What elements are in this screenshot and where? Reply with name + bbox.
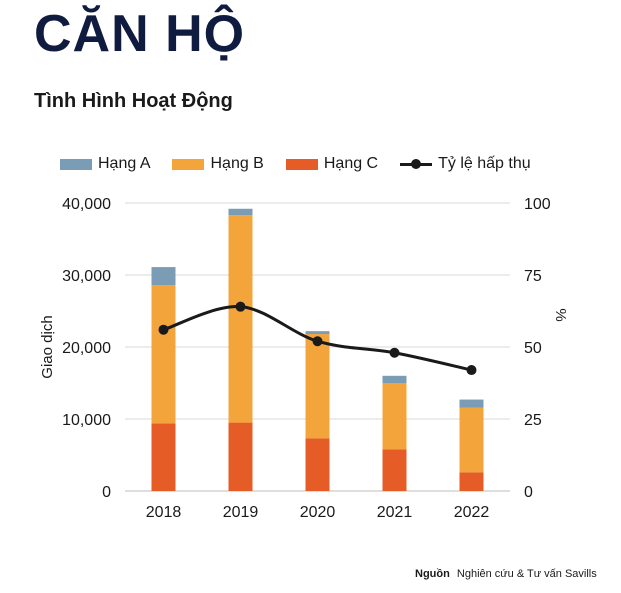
line-point-2018 [158,324,169,335]
source-label: Nguồn [415,568,450,580]
legend-label-ty-le-hap-thu: Tỷ lệ hấp thụ [438,155,531,172]
y2-tick-label: 25 [524,412,542,429]
y-tick-label: 40,000 [62,196,111,213]
y2-tick-label: 100 [524,196,551,213]
bar-hang-b-2021 [382,383,407,450]
bar-hang-b-2020 [305,334,330,439]
page-title: CĂN HỘ [34,5,246,63]
legend-label-hang-c: Hạng C [323,155,379,172]
legend-swatch-hang-a [60,158,92,170]
line-point-2019 [235,301,246,312]
legend-item-hang-b: Hạng B [172,155,264,173]
bar-hang-a-2018 [151,267,176,286]
y-tick-label: 0 [102,484,111,501]
y2-tick-label: 75 [524,268,542,285]
y-tick-label: 20,000 [62,340,111,357]
bar-hang-b-2018 [151,285,176,424]
x-tick-label: 2022 [454,504,490,521]
bar-hang-c-2019 [228,422,253,491]
legend-item-ty-le-hap-thu: Tỷ lệ hấp thụ [400,155,531,173]
bar-hang-a-2021 [382,375,407,383]
y-tick-label: 10,000 [62,412,111,429]
x-tick-label: 2018 [146,504,182,521]
legend-swatch-hang-c [285,158,318,170]
source-text: Nghiên cứu & Tư vấn Savills [456,568,597,580]
bar-hang-a-2022 [459,399,484,408]
legend-label-hang-a: Hạng A [98,155,151,172]
x-tick-label: 2020 [300,504,336,521]
chart-legend: Hạng A Hạng B Hạng C Tỷ lệ hấp thụ [60,155,553,173]
bar-hang-c-2020 [305,438,330,491]
section-title: Tình Hình Hoạt Động [34,90,233,112]
legend-item-hang-c: Hạng C [285,155,379,173]
bar-hang-a-2020 [305,331,330,335]
source-note: Nguồn Nghiên cứu & Tư vấn Savills [415,568,597,580]
bar-hang-c-2018 [151,423,176,491]
bar-hang-c-2022 [459,472,484,491]
y-axis-title: Giao dịch [39,315,56,378]
legend-swatch-ty-le-hap-thu [400,158,433,170]
line-point-2022 [466,365,477,376]
y2-tick-label: 50 [524,340,542,357]
line-point-2020 [312,336,323,347]
bar-hang-a-2019 [228,208,253,216]
legend-label-hang-b: Hạng B [210,155,264,172]
legend-swatch-hang-b [172,158,205,170]
y2-axis-title: % [552,308,569,321]
bar-hang-c-2021 [382,449,407,491]
y2-tick-label: 0 [524,484,533,501]
x-tick-label: 2019 [223,504,259,521]
y-tick-label: 30,000 [62,268,111,285]
x-tick-label: 2021 [377,504,413,521]
bar-hang-b-2022 [459,407,484,473]
bar-hang-b-2019 [228,215,253,423]
line-point-2021 [389,347,400,358]
legend-item-hang-a: Hạng A [60,155,150,173]
